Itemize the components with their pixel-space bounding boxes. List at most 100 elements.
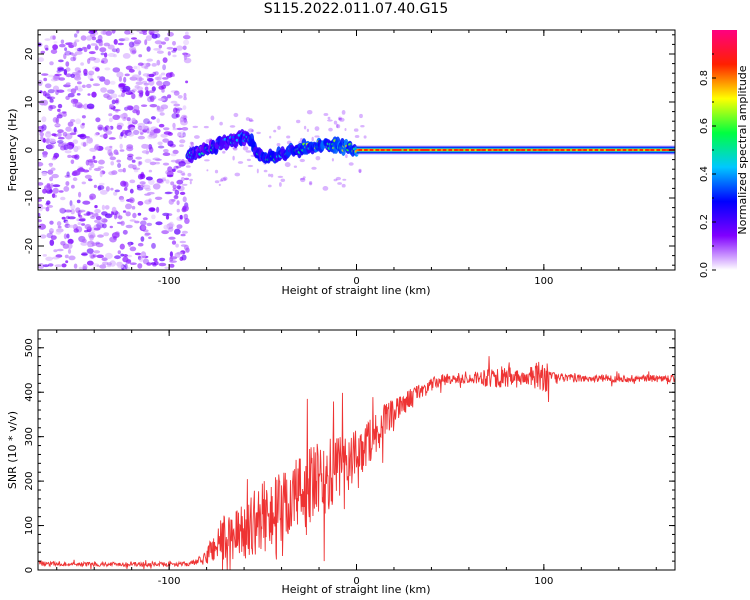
noise-speck <box>67 121 74 127</box>
noise-speck <box>229 125 236 128</box>
noise-speck <box>79 133 87 140</box>
noise-speck <box>190 142 195 147</box>
x-tick-label: -100 <box>158 576 181 587</box>
noise-speck <box>163 127 170 131</box>
noise-speck <box>113 39 118 45</box>
noise-speck <box>177 170 183 174</box>
noise-speck <box>109 80 116 85</box>
noise-speck <box>111 30 116 34</box>
tone-dash <box>356 149 359 151</box>
noise-speck <box>160 104 169 110</box>
noise-speck <box>126 117 131 122</box>
noise-speck <box>279 182 282 187</box>
noise-speck <box>99 134 108 138</box>
noise-speck <box>96 264 100 268</box>
noise-speck <box>66 233 70 239</box>
noise-speck <box>93 57 101 64</box>
noise-speck <box>130 126 136 131</box>
noise-speck <box>89 78 94 81</box>
tone-dash <box>491 149 494 151</box>
noise-speck <box>339 117 345 122</box>
snr-x-axis: -100 0 100 <box>56 330 657 587</box>
noise-speck <box>41 171 48 177</box>
noise-speck <box>336 124 341 129</box>
noise-speck <box>87 73 93 80</box>
noise-speck <box>57 67 65 72</box>
noise-speck <box>49 239 55 246</box>
noise-speck <box>89 252 95 259</box>
noise-speck <box>154 196 163 200</box>
noise-speck <box>124 73 130 77</box>
noise-speck <box>47 263 54 267</box>
noise-speck <box>162 212 170 217</box>
noise-speck <box>181 230 188 234</box>
tone-dash <box>457 149 460 151</box>
tone-dash <box>423 149 426 151</box>
noise-speck <box>105 30 113 36</box>
noise-speck <box>42 264 50 268</box>
noise-speck <box>86 44 91 50</box>
noise-speck <box>51 157 57 161</box>
noise-speck <box>180 171 185 176</box>
noise-speck <box>57 140 64 144</box>
tone-dash <box>513 149 516 151</box>
spectrogram-x-label: Height of straight line (km) <box>281 284 430 297</box>
noise-speck <box>167 31 174 37</box>
noise-speck <box>88 70 95 76</box>
noise-speck <box>123 254 128 257</box>
noise-speck <box>76 30 80 34</box>
noise-speck <box>72 55 77 61</box>
noise-speck <box>149 104 158 108</box>
noise-speck <box>248 118 253 122</box>
noise-speck <box>143 118 150 125</box>
noise-speck <box>160 133 168 138</box>
noise-speck <box>149 207 156 212</box>
tone-dash <box>379 149 381 151</box>
noise-speck <box>144 65 149 70</box>
noise-speck <box>151 242 156 249</box>
noise-speck <box>161 84 167 90</box>
noise-speck <box>60 196 66 201</box>
noise-speck <box>360 125 365 128</box>
noise-speck <box>276 143 281 147</box>
noise-speck <box>140 220 147 226</box>
noise-speck <box>131 159 136 163</box>
noise-speck <box>76 199 81 204</box>
noise-speck <box>146 46 151 52</box>
noise-speck <box>156 50 164 54</box>
noise-speck <box>60 241 66 246</box>
noise-speck <box>338 117 341 121</box>
noise-speck <box>63 233 68 240</box>
noise-speck <box>53 41 58 44</box>
noise-speck <box>131 37 137 40</box>
noise-speck <box>84 230 89 233</box>
x-tick-label: 0 <box>353 576 359 587</box>
noise-speck <box>137 201 144 206</box>
noise-speck <box>142 31 147 35</box>
noise-speck <box>109 103 114 108</box>
noise-speck <box>117 163 122 168</box>
noise-speck <box>125 203 132 210</box>
noise-speck <box>100 87 107 93</box>
tone-dash <box>373 149 376 151</box>
y-tick-label: 400 <box>24 383 35 402</box>
noise-speck <box>269 135 272 139</box>
noise-speck <box>176 224 183 230</box>
noise-speck <box>98 159 105 165</box>
noise-speck <box>50 167 56 171</box>
noise-speck <box>148 236 152 240</box>
noise-speck <box>70 208 75 215</box>
noise-speck <box>105 252 113 259</box>
noise-speck <box>83 68 88 75</box>
noise-speck <box>137 90 142 94</box>
noise-speck <box>161 88 165 93</box>
noise-speck <box>133 169 139 173</box>
noise-speck <box>142 258 150 265</box>
noise-speck <box>117 42 125 46</box>
noise-speck <box>135 156 142 160</box>
snr-x-label: Height of straight line (km) <box>281 583 430 596</box>
noise-speck <box>71 184 75 189</box>
noise-speck <box>80 241 88 246</box>
noise-speck <box>138 161 143 165</box>
noise-speck <box>131 93 136 100</box>
